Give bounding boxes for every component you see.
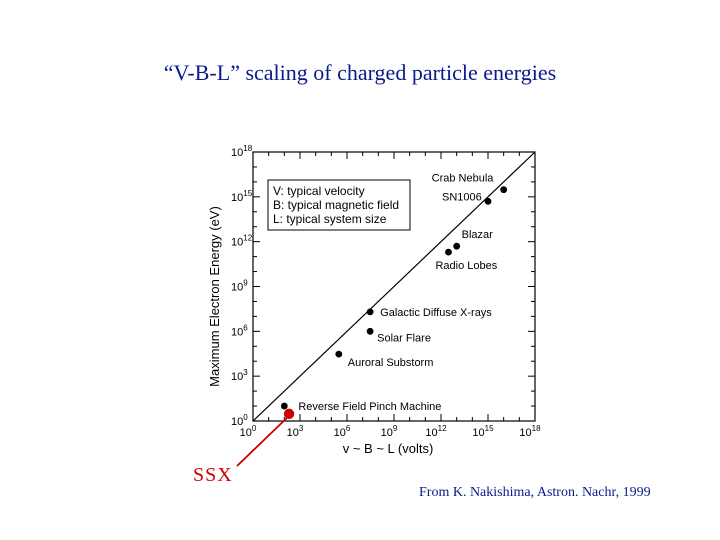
legend-line: L: typical system size xyxy=(273,212,387,226)
data-point xyxy=(366,308,374,316)
x-axis-label: v ~ B ~ L (volts) xyxy=(343,441,434,456)
y-axis-label: Maximum Electron Energy (eV) xyxy=(207,206,222,387)
data-point-label: Blazar xyxy=(462,229,494,241)
ssx-pointer-line xyxy=(236,415,290,467)
y-tick-label: 1018 xyxy=(231,144,253,159)
data-point xyxy=(366,327,374,335)
slide-title: “V-B-L” scaling of charged particle ener… xyxy=(163,60,557,85)
x-tick-label: 1018 xyxy=(519,424,541,439)
y-tick-label: 1015 xyxy=(231,189,253,204)
data-point-label: Auroral Substorm xyxy=(348,357,434,369)
data-point-label: Radio Lobes xyxy=(435,260,497,272)
data-point-label: Galactic Diffuse X-rays xyxy=(380,307,492,319)
data-point xyxy=(445,248,452,256)
data-point xyxy=(484,197,492,205)
data-point-label: Solar Flare xyxy=(377,332,431,344)
x-tick-label: 103 xyxy=(287,424,304,439)
data-point xyxy=(453,242,461,250)
y-tick-label: 100 xyxy=(231,413,248,428)
data-point xyxy=(280,402,288,410)
x-tick-label: 1015 xyxy=(472,424,494,439)
y-tick-label: 103 xyxy=(231,368,248,383)
data-point-label: SN1006 xyxy=(442,191,482,203)
data-point-label: Reverse Field Pinch Machine xyxy=(298,401,441,413)
y-tick-label: 109 xyxy=(231,279,248,294)
legend-line: B: typical magnetic field xyxy=(273,198,399,212)
legend-line: V: typical velocity xyxy=(273,184,365,198)
data-point xyxy=(500,186,508,194)
y-tick-label: 1012 xyxy=(231,234,253,249)
x-tick-label: 106 xyxy=(334,424,351,439)
x-tick-label: 100 xyxy=(240,424,257,439)
source-credit: From K. Nakishima, Astron. Nachr, 1999 xyxy=(419,485,651,500)
data-point-label: Crab Nebula xyxy=(432,173,495,185)
x-tick-label: 109 xyxy=(381,424,398,439)
ssx-highlight-point xyxy=(283,408,295,420)
ssx-annotation-label: SSX xyxy=(193,464,233,486)
data-point xyxy=(335,350,343,358)
y-tick-label: 106 xyxy=(231,323,248,338)
legend-box xyxy=(267,179,411,231)
scaling-trend-line xyxy=(252,151,536,422)
x-tick-label: 1012 xyxy=(425,424,447,439)
